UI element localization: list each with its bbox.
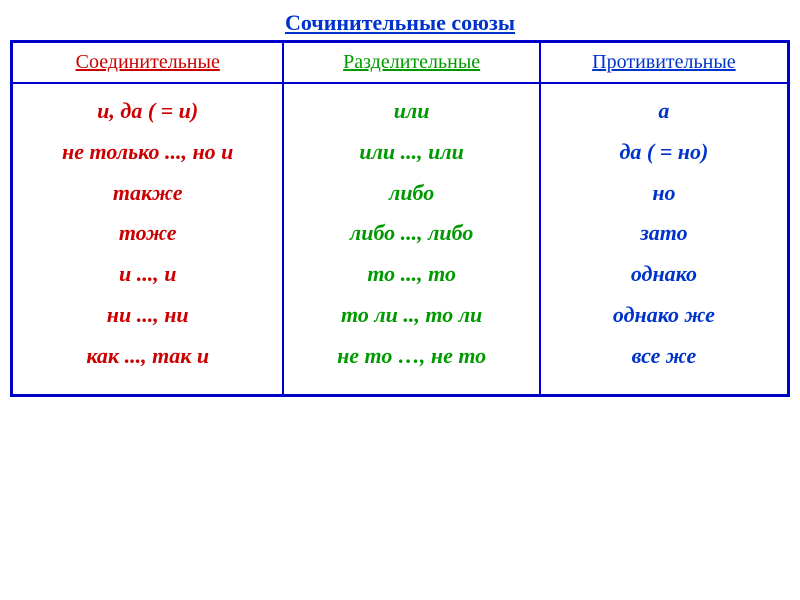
conjunction-item: все же [549, 341, 779, 372]
header-connective: Соединительные [12, 42, 284, 84]
conjunction-item: однако же [549, 300, 779, 331]
conjunctions-table: Соединительные Разделительные Противител… [10, 40, 790, 397]
conjunction-item: как ..., так и [21, 341, 274, 372]
conjunction-item: да ( = но) [549, 137, 779, 168]
table-content-row: и, да ( = и) не только ..., но и также т… [12, 83, 789, 395]
cell-connective: и, да ( = и) не только ..., но и также т… [12, 83, 284, 395]
conjunction-item: не только ..., но и [21, 137, 274, 168]
conjunction-item: или ..., или [292, 137, 530, 168]
conjunction-item: то ли .., то ли [292, 300, 530, 331]
conjunction-item: и, да ( = и) [21, 96, 274, 127]
cell-disjunctive: или или ..., или либо либо ..., либо то … [283, 83, 539, 395]
conjunction-item: не то …, не то [292, 341, 530, 372]
cell-adversative: а да ( = но) но зато однако однако же вс… [540, 83, 789, 395]
conjunction-item: ни ..., ни [21, 300, 274, 331]
header-adversative: Противительные [540, 42, 789, 84]
conjunction-item: то ..., то [292, 259, 530, 290]
conjunction-item: также [21, 178, 274, 209]
conjunction-item: или [292, 96, 530, 127]
header-disjunctive: Разделительные [283, 42, 539, 84]
conjunction-item: зато [549, 218, 779, 249]
conjunction-item: тоже [21, 218, 274, 249]
conjunction-item: однако [549, 259, 779, 290]
main-container: Сочинительные союзы Соединительные Разде… [10, 10, 790, 397]
table-header-row: Соединительные Разделительные Противител… [12, 42, 789, 84]
conjunction-item: и ..., и [21, 259, 274, 290]
conjunction-item: либо ..., либо [292, 218, 530, 249]
page-title: Сочинительные союзы [10, 10, 790, 36]
conjunction-item: а [549, 96, 779, 127]
conjunction-item: либо [292, 178, 530, 209]
conjunction-item: но [549, 178, 779, 209]
